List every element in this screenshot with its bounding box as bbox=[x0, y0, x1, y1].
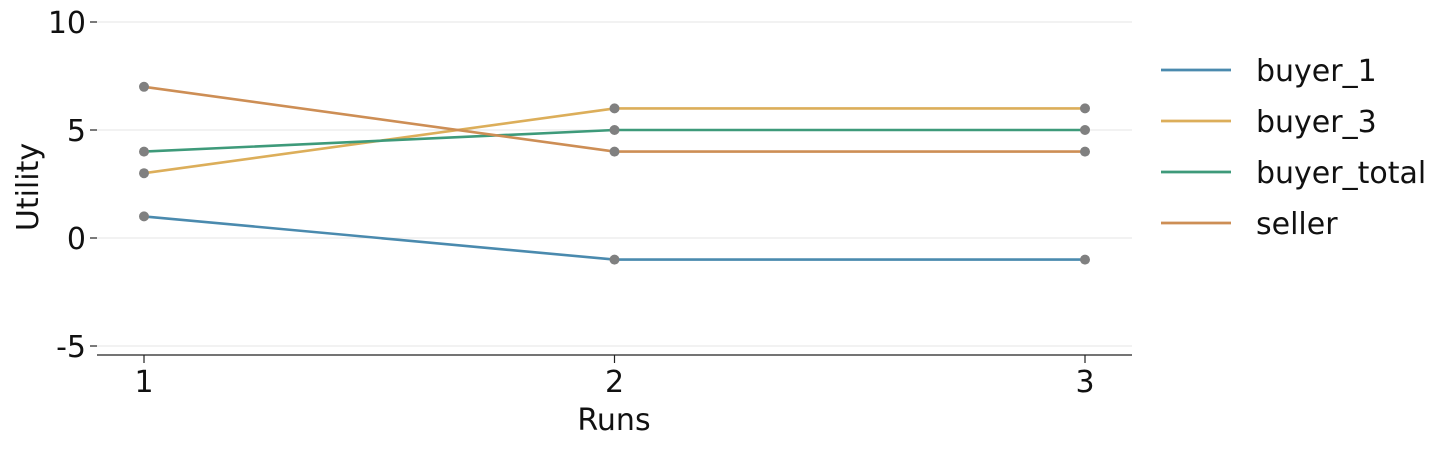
legend-label: seller bbox=[1256, 207, 1338, 242]
data-point-buyer-1 bbox=[609, 254, 620, 265]
y-tick-label: 10 bbox=[48, 6, 86, 41]
legend-item-buyer-1: buyer_1 bbox=[1161, 54, 1377, 89]
y-tick-label: 0 bbox=[67, 222, 86, 257]
y-tick-label: 5 bbox=[67, 114, 86, 149]
data-point-buyer-1 bbox=[1080, 254, 1090, 265]
x-tick-label: 1 bbox=[134, 365, 153, 400]
grid-lines bbox=[97, 21, 1132, 347]
y-axis-ticks: -5 0 5 10 bbox=[48, 6, 97, 365]
y-tick-label: -5 bbox=[56, 330, 86, 365]
data-point-seller bbox=[609, 146, 620, 157]
data-point-buyer-total bbox=[609, 125, 620, 135]
data-point-buyer-3 bbox=[609, 103, 620, 114]
data-point-seller bbox=[1080, 146, 1090, 157]
data-point-buyer-total bbox=[1080, 125, 1090, 135]
legend-label: buyer_total bbox=[1256, 156, 1426, 191]
series-line-seller bbox=[142, 85, 1087, 153]
data-point-seller bbox=[139, 81, 149, 92]
legend-label: buyer_3 bbox=[1256, 105, 1377, 140]
data-point-buyer-1 bbox=[139, 211, 149, 222]
legend-item-seller: seller bbox=[1161, 207, 1338, 242]
x-axis-label: Runs bbox=[577, 403, 650, 438]
data-point-buyer-3 bbox=[1080, 103, 1090, 114]
x-tick-label: 2 bbox=[605, 365, 624, 400]
legend-label: buyer_1 bbox=[1256, 54, 1377, 89]
x-axis-ticks: 1 2 3 bbox=[134, 355, 1095, 400]
y-axis-label: Utility bbox=[11, 143, 46, 231]
data-markers bbox=[139, 81, 1090, 265]
legend-item-buyer-3: buyer_3 bbox=[1161, 105, 1377, 140]
legend-item-buyer-total: buyer_total bbox=[1161, 156, 1426, 191]
data-point-buyer-total bbox=[139, 146, 149, 157]
series-line-buyer-3 bbox=[142, 107, 1087, 175]
data-point-buyer-3 bbox=[139, 168, 149, 179]
x-tick-label: 3 bbox=[1075, 365, 1094, 400]
